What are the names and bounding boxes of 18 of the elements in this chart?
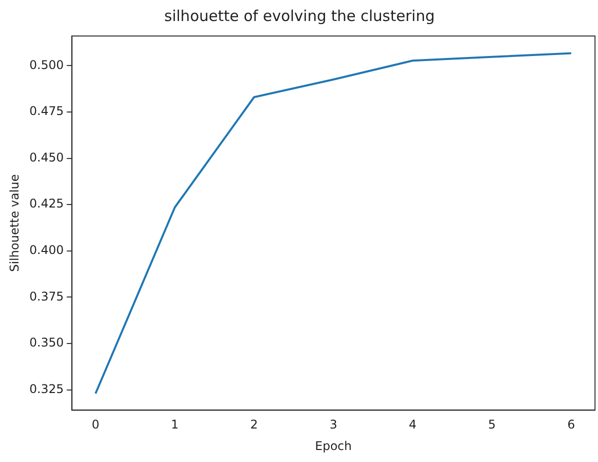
y-tick-label: 0.325 [29, 382, 64, 396]
y-tick-label: 0.500 [29, 58, 64, 72]
x-tick-label: 6 [567, 418, 576, 432]
x-tick-label: 5 [488, 418, 496, 432]
y-tick-label: 0.350 [29, 336, 64, 350]
x-tick-label: 1 [170, 418, 179, 432]
x-tick-label: 4 [408, 418, 416, 432]
y-tick-label: 0.450 [29, 150, 64, 164]
y-axis-title: Silhouette value [7, 174, 22, 272]
y-tick-label: 0.400 [29, 243, 64, 258]
y-tick-label: 0.375 [29, 289, 64, 304]
x-tick-label: 2 [250, 418, 258, 432]
y-tick-label: 0.475 [29, 104, 64, 118]
chart-title: silhouette of evolving the clustering [164, 6, 435, 25]
x-axis-title: Epoch [315, 438, 352, 453]
y-tick-label: 0.425 [29, 196, 64, 211]
x-tick-label: 0 [92, 418, 100, 432]
x-tick-label: 3 [330, 418, 338, 432]
